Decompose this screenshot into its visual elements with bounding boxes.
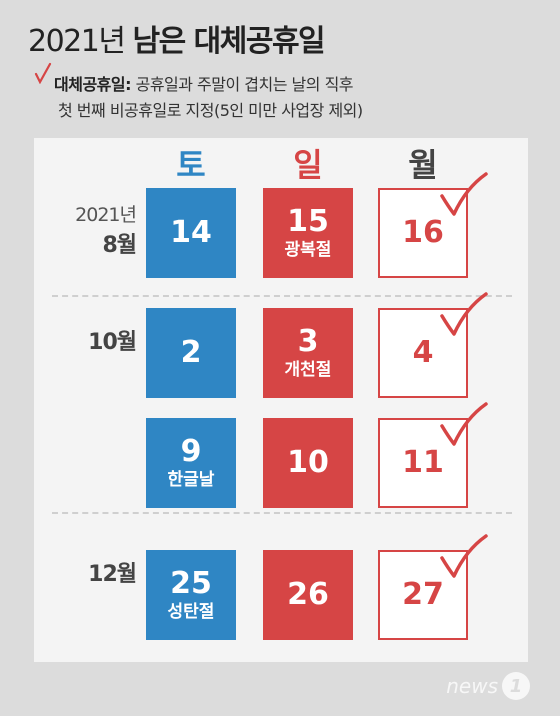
date-number: 10 — [287, 445, 329, 480]
date-number: 3 — [297, 324, 319, 359]
month-label: 10월 — [88, 330, 137, 355]
logo-mark: 1 — [502, 672, 530, 700]
date-number: 15 — [287, 204, 329, 239]
divider — [52, 295, 512, 297]
note-line1: 공휴일과 주말이 겹치는 날의 직후 — [135, 75, 354, 94]
header-monday: 월 — [408, 146, 438, 184]
month-december: 12월 — [56, 556, 137, 588]
check-icon — [440, 172, 488, 216]
date-cell-sunday: 10 — [263, 418, 353, 508]
holiday-label: 개천절 — [284, 360, 332, 380]
date-cell-sunday: 26 — [263, 550, 353, 640]
date-number: 14 — [170, 215, 212, 250]
date-cell-monday-substitute: 16 — [378, 188, 468, 278]
holiday-label: 한글날 — [167, 470, 215, 490]
date-number: 27 — [402, 577, 444, 612]
holiday-label: 성탄절 — [167, 602, 215, 622]
date-cell-monday-substitute: 11 — [378, 418, 468, 508]
note-lead: 대체공휴일: — [54, 75, 132, 94]
check-icon — [34, 62, 52, 84]
check-icon — [440, 402, 488, 446]
logo-text: news — [446, 674, 498, 698]
date-number: 2 — [180, 335, 202, 370]
date-cell-saturday: 14 — [146, 188, 236, 278]
date-number: 26 — [287, 577, 329, 612]
holiday-label: 광복절 — [284, 240, 332, 260]
title-year: 2021년 — [28, 24, 126, 59]
note-line2: 첫 번째 비공휴일로 지정(5인 미만 사업장 제외) — [58, 101, 363, 120]
date-cell-saturday: 25 성탄절 — [146, 550, 236, 640]
date-cell-monday-substitute: 4 — [378, 308, 468, 398]
date-cell-sunday: 15 광복절 — [263, 188, 353, 278]
header-saturday: 토 — [176, 146, 206, 184]
header-sunday: 일 — [293, 146, 323, 184]
month-october: 10월 — [56, 324, 137, 356]
check-icon — [440, 292, 488, 336]
title-main: 남은 대체공휴일 — [132, 24, 326, 59]
month-year-label: 2021년 — [75, 204, 137, 226]
check-icon — [440, 534, 488, 578]
page-title: 2021년 남은 대체공휴일 — [28, 16, 326, 60]
month-august: 2021년 8월 — [56, 200, 137, 259]
date-number: 9 — [180, 434, 202, 469]
date-number: 25 — [170, 566, 212, 601]
date-number: 11 — [402, 445, 444, 480]
date-cell-saturday: 9 한글날 — [146, 418, 236, 508]
date-cell-saturday: 2 — [146, 308, 236, 398]
date-number: 16 — [402, 215, 444, 250]
date-cell-monday-substitute: 27 — [378, 550, 468, 640]
date-number: 4 — [412, 335, 434, 370]
news1-logo: news 1 — [446, 672, 530, 700]
month-label: 8월 — [102, 233, 137, 258]
date-cell-sunday: 3 개천절 — [263, 308, 353, 398]
month-label: 12월 — [88, 562, 137, 587]
divider — [52, 512, 512, 514]
definition-note: 대체공휴일: 공휴일과 주말이 겹치는 날의 직후 첫 번째 비공휴일로 지정(… — [54, 72, 363, 124]
